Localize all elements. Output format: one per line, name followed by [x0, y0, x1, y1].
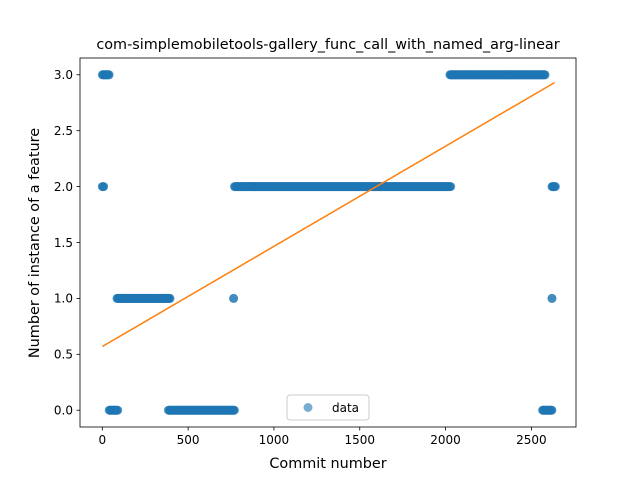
y-tick-label: 1.0 — [54, 292, 73, 306]
y-tick-label: 2.0 — [54, 180, 73, 194]
data-point — [99, 182, 109, 192]
y-tick-label: 0.5 — [54, 348, 73, 362]
x-axis-label: Commit number — [269, 456, 386, 472]
legend-box — [286, 394, 370, 421]
data-point — [547, 405, 557, 415]
plot-area — [97, 70, 560, 415]
x-tick-label: 2500 — [516, 433, 547, 447]
data-point-group-1 — [97, 70, 114, 80]
data-point — [229, 405, 239, 415]
y-tick-label: 0.0 — [54, 404, 73, 418]
y-axis-label: Number of instance of a feature — [27, 128, 43, 358]
x-tick-label: 0 — [98, 433, 106, 447]
x-tick-label: 1000 — [259, 433, 290, 447]
data-point — [229, 293, 239, 303]
data-point-group-3 — [112, 293, 175, 303]
data-point — [547, 293, 557, 303]
data-point-group-9 — [547, 293, 557, 303]
data-point — [540, 70, 550, 80]
y-axis: 0.0 0.5 1.0 1.5 2.0 2.5 3.0 — [54, 68, 80, 418]
x-tick-label: 2000 — [430, 433, 461, 447]
chart-title: com-simplemobiletools-gallery_func_call_… — [96, 37, 559, 53]
data-point — [104, 70, 114, 80]
data-point-group-10 — [547, 182, 560, 192]
legend: data — [286, 394, 370, 421]
data-point-group-6 — [229, 182, 456, 192]
data-point-group-2 — [104, 405, 123, 415]
data-point — [113, 405, 123, 415]
x-tick-label: 500 — [177, 433, 200, 447]
data-point — [165, 293, 175, 303]
data-point-group-7 — [445, 70, 550, 80]
x-axis: 0 500 1000 1500 2000 2500 — [98, 427, 547, 447]
y-tick-label: 2.5 — [54, 124, 73, 138]
data-point — [446, 182, 456, 192]
data-point-group-0 — [97, 182, 109, 192]
fit-line — [101, 81, 555, 348]
y-tick-label: 1.5 — [54, 236, 73, 250]
data-point-group-5 — [229, 293, 239, 303]
legend-marker-data — [303, 403, 313, 412]
data-point-group-8 — [538, 405, 557, 415]
y-tick-label: 3.0 — [54, 68, 73, 82]
data-point — [550, 182, 560, 192]
x-tick-label: 1500 — [344, 433, 375, 447]
data-point-group-4 — [163, 405, 239, 415]
legend-label-data: data — [332, 401, 359, 415]
